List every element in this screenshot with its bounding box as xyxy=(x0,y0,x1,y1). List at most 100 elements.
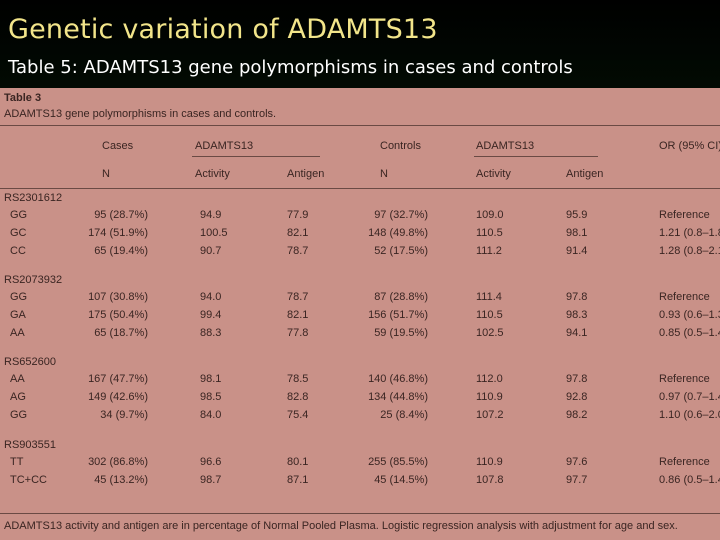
controls-activity-cell: 109.0 xyxy=(476,209,504,221)
cases-activity-cell: 98.7 xyxy=(200,474,222,486)
cases-n-cell: 34 (9.7%) xyxy=(100,409,148,421)
cases-n-cell: 167 (47.7%) xyxy=(88,373,148,385)
cases-activity-cell: 84.0 xyxy=(200,409,222,421)
snp-label: RS2301612 xyxy=(4,192,63,204)
or-cell: 0.86 (0.5–1.4) xyxy=(659,474,720,486)
controls-n-cell: 255 (85.5%) xyxy=(368,456,428,468)
subheader-cases-activity: Activity xyxy=(195,168,230,180)
controls-activity-cell: 112.0 xyxy=(476,373,503,385)
genotype-cell: GG xyxy=(10,291,28,303)
controls-antigen-cell: 98.2 xyxy=(566,409,588,421)
genotype-cell: TT xyxy=(10,456,24,468)
controls-n-cell: 148 (49.8%) xyxy=(368,227,428,239)
genotype-cell: GG xyxy=(10,409,28,421)
controls-activity-cell: 102.5 xyxy=(476,327,504,339)
or-cell: Reference xyxy=(659,209,710,221)
or-cell: Reference xyxy=(659,456,710,468)
cases-antigen-cell: 82.1 xyxy=(287,227,309,239)
table-bottom-rule xyxy=(0,513,720,514)
cases-n-cell: 107 (30.8%) xyxy=(88,291,148,303)
cases-antigen-cell: 75.4 xyxy=(287,409,309,421)
slide-title: Genetic variation of ADAMTS13 xyxy=(8,14,438,45)
controls-antigen-cell: 97.8 xyxy=(566,373,588,385)
cases-activity-cell: 88.3 xyxy=(200,327,222,339)
controls-n-cell: 25 (8.4%) xyxy=(380,409,428,421)
cases-n-cell: 149 (42.6%) xyxy=(88,391,148,403)
genotype-cell: GG xyxy=(10,209,28,221)
controls-activity-cell: 107.2 xyxy=(476,409,504,421)
cases-activity-cell: 99.4 xyxy=(200,309,222,321)
cases-n-cell: 174 (51.9%) xyxy=(88,227,148,239)
genotype-cell: CC xyxy=(10,245,26,257)
snp-label: RS652600 xyxy=(4,356,56,368)
controls-n-cell: 97 (32.7%) xyxy=(374,209,428,221)
controls-antigen-cell: 98.3 xyxy=(566,309,588,321)
cases-antigen-cell: 77.8 xyxy=(287,327,309,339)
cases-adamts13-underline xyxy=(192,156,320,157)
controls-activity-cell: 110.5 xyxy=(476,227,503,239)
controls-activity-cell: 110.9 xyxy=(476,391,503,403)
cases-n-cell: 45 (13.2%) xyxy=(94,474,148,486)
or-cell: 1.28 (0.8–2.1) xyxy=(659,245,720,257)
controls-activity-cell: 107.8 xyxy=(476,474,504,486)
controls-n-cell: 156 (51.7%) xyxy=(368,309,428,321)
header-controls: Controls xyxy=(380,140,421,152)
controls-antigen-cell: 97.6 xyxy=(566,456,588,468)
subheader-controls-n: N xyxy=(380,168,388,180)
subheader-controls-activity: Activity xyxy=(476,168,511,180)
header-cases: Cases xyxy=(102,140,134,152)
cases-activity-cell: 96.6 xyxy=(200,456,222,468)
subheader-cases-n: N xyxy=(102,168,110,180)
cases-activity-cell: 98.5 xyxy=(200,391,222,403)
controls-n-cell: 45 (14.5%) xyxy=(374,474,428,486)
cases-n-cell: 175 (50.4%) xyxy=(88,309,148,321)
genotype-cell: TC+CC xyxy=(10,474,47,486)
cases-n-cell: 65 (19.4%) xyxy=(94,245,148,257)
controls-activity-cell: 110.5 xyxy=(476,309,503,321)
subheader-cases-antigen: Antigen xyxy=(287,168,325,180)
cases-antigen-cell: 78.7 xyxy=(287,291,309,303)
cases-activity-cell: 100.5 xyxy=(200,227,228,239)
header-bottom-rule xyxy=(0,188,720,189)
genotype-cell: AA xyxy=(10,327,25,339)
snp-label: RS2073932 xyxy=(4,274,63,286)
table-caption: ADAMTS13 gene polymorphisms in cases and… xyxy=(4,108,277,120)
controls-adamts13-underline xyxy=(474,156,598,157)
controls-antigen-cell: 97.8 xyxy=(566,291,588,303)
controls-activity-cell: 111.4 xyxy=(476,291,502,303)
controls-n-cell: 134 (44.8%) xyxy=(368,391,428,403)
controls-n-cell: 140 (46.8%) xyxy=(368,373,428,385)
cases-antigen-cell: 78.5 xyxy=(287,373,309,385)
or-cell: 1.21 (0.8–1.8) xyxy=(659,227,720,239)
or-cell: 0.85 (0.5–1.4) xyxy=(659,327,720,339)
controls-activity-cell: 110.9 xyxy=(476,456,503,468)
controls-activity-cell: 111.2 xyxy=(476,245,502,257)
genotype-cell: GA xyxy=(10,309,26,321)
controls-n-cell: 59 (19.5%) xyxy=(374,327,428,339)
cases-antigen-cell: 82.8 xyxy=(287,391,309,403)
snp-label: RS903551 xyxy=(4,439,56,451)
or-cell: 1.10 (0.6–2.0) xyxy=(659,409,720,421)
controls-antigen-cell: 97.7 xyxy=(566,474,588,486)
genotype-cell: GC xyxy=(10,227,27,239)
cases-activity-cell: 94.9 xyxy=(200,209,222,221)
cases-activity-cell: 94.0 xyxy=(200,291,222,303)
table-image-panel: Table 3 ADAMTS13 gene polymorphisms in c… xyxy=(0,88,720,540)
table-top-rule xyxy=(0,125,720,126)
header-adamts13-cases: ADAMTS13 xyxy=(195,140,254,152)
controls-antigen-cell: 91.4 xyxy=(566,245,588,257)
cases-antigen-cell: 78.7 xyxy=(287,245,309,257)
subheader-controls-antigen: Antigen xyxy=(566,168,604,180)
cases-antigen-cell: 80.1 xyxy=(287,456,309,468)
or-cell: Reference xyxy=(659,291,710,303)
cases-n-cell: 302 (86.8%) xyxy=(88,456,148,468)
or-cell: Reference xyxy=(659,373,710,385)
cases-antigen-cell: 87.1 xyxy=(287,474,309,486)
controls-antigen-cell: 92.8 xyxy=(566,391,588,403)
genotype-cell: AA xyxy=(10,373,25,385)
header-or: OR (95% CI) xyxy=(659,140,720,152)
controls-antigen-cell: 94.1 xyxy=(566,327,588,339)
or-cell: 0.97 (0.7–1.4) xyxy=(659,391,720,403)
cases-n-cell: 65 (18.7%) xyxy=(94,327,148,339)
